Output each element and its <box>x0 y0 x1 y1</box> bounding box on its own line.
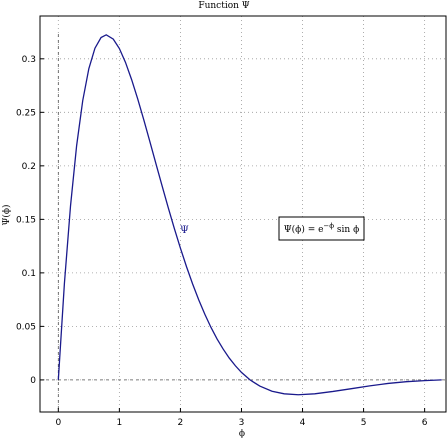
x-tick-label: 4 <box>300 418 306 428</box>
x-axis-label: ϕ <box>239 429 245 439</box>
curve-label: Ψ <box>180 225 189 236</box>
x-tick-label: 1 <box>117 418 123 428</box>
x-tick-label: 6 <box>422 418 428 428</box>
y-tick-label: 0 <box>30 376 36 386</box>
y-tick-label: 0.2 <box>22 162 36 172</box>
formula-box-text: Ψ(ϕ) = e−ϕ sin ϕ <box>284 222 359 235</box>
formula-box-frame <box>278 216 365 241</box>
y-tick-label: 0.25 <box>16 108 36 118</box>
zero-lines <box>40 34 446 412</box>
ticks <box>40 58 426 412</box>
x-tick-label: 5 <box>361 418 367 428</box>
x-tick-label: 2 <box>178 418 184 428</box>
y-tick-label: 0.05 <box>16 322 36 332</box>
series-psi-line <box>57 34 442 396</box>
chart-title: Function Ψ <box>198 1 249 11</box>
tick-labels: 0 1 2 3 4 5 6 0 0.05 0.1 0.15 0.2 0.25 0.3 <box>16 55 428 428</box>
plot-frame <box>39 15 447 413</box>
x-tick-label: 3 <box>239 418 245 428</box>
x-tick-label: 0 <box>55 418 61 428</box>
grid <box>40 16 446 412</box>
y-axis-label: Ψ(ϕ) <box>1 204 12 225</box>
y-tick-label: 0.1 <box>22 269 36 279</box>
y-tick-label: 0.3 <box>22 55 36 65</box>
formula-box: Ψ(ϕ) = e−ϕ sin ϕ <box>278 216 365 241</box>
y-tick-label: 0.15 <box>16 215 36 225</box>
